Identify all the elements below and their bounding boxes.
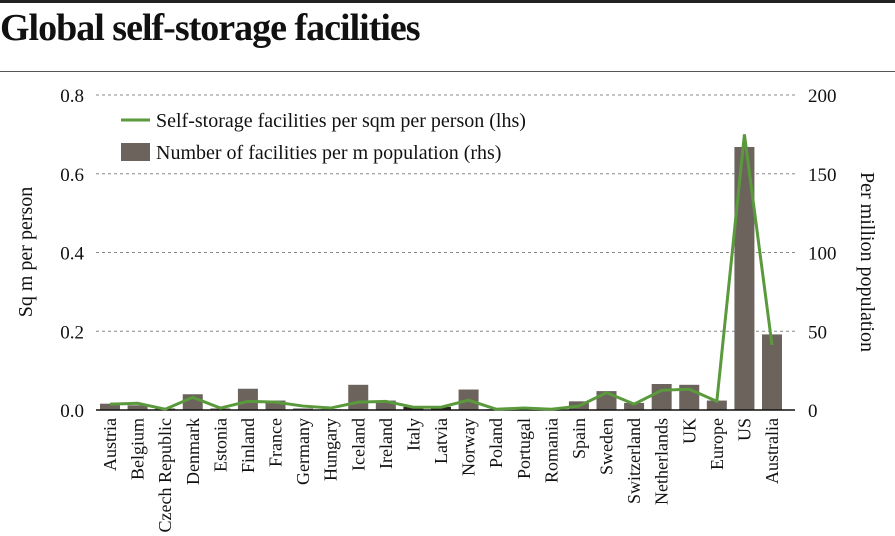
x-category-label: Latvia xyxy=(431,418,451,464)
y-left-tick-label: 0.4 xyxy=(60,244,84,265)
x-category-label: UK xyxy=(679,418,699,444)
y-right-tick-label: 0 xyxy=(808,401,818,422)
x-category-label: Poland xyxy=(486,418,506,468)
legend-line-label: Self-storage facilities per sqm per pers… xyxy=(156,110,526,132)
x-category-label: Belgium xyxy=(128,418,148,480)
x-category-label: Romania xyxy=(541,418,561,483)
x-category-label: Denmark xyxy=(183,418,203,485)
bar-austria xyxy=(100,403,120,410)
x-category-label: Australia xyxy=(762,418,782,484)
legend: Self-storage facilities per sqm per pers… xyxy=(121,110,526,164)
x-category-label: Europe xyxy=(707,418,727,470)
bar-netherlands xyxy=(651,384,672,410)
x-category-label: Sweden xyxy=(597,418,617,475)
bar-ireland xyxy=(375,400,396,410)
y-right-tick-label: 200 xyxy=(808,86,837,107)
x-category-label: Norway xyxy=(459,418,479,476)
x-category-label: Germany xyxy=(293,418,313,485)
y-right-tick-label: 50 xyxy=(808,322,827,343)
x-category-label: Portugal xyxy=(514,418,534,479)
x-category-label: US xyxy=(734,418,754,441)
bar-belgium xyxy=(127,405,148,410)
y-right-tick-label: 100 xyxy=(808,244,837,265)
y-left-tick-label: 0.2 xyxy=(60,322,84,343)
x-category-label: France xyxy=(266,418,286,467)
x-category-label: Austria xyxy=(100,418,120,471)
y-left-tick-label: 0.6 xyxy=(60,165,84,186)
x-category-label: Netherlands xyxy=(652,418,672,505)
bar-germany xyxy=(293,408,314,410)
y-left-tick-label: 0.0 xyxy=(60,401,84,422)
bar-australia xyxy=(762,334,782,410)
y-axis-left-label: Sq m per person xyxy=(15,187,37,318)
x-category-label: Iceland xyxy=(348,418,368,471)
legend-bar-label: Number of facilities per m population (r… xyxy=(156,142,501,164)
y-right-tick-label: 150 xyxy=(808,165,837,186)
x-category-label: Estonia xyxy=(210,418,230,472)
bar-iceland xyxy=(348,384,369,410)
x-category-label: Italy xyxy=(403,418,423,451)
bar-finland xyxy=(237,388,258,410)
bar-us xyxy=(734,146,755,410)
line-series xyxy=(109,134,774,411)
y-axis-right-label: Per million population xyxy=(856,172,878,352)
legend-bar-swatch xyxy=(121,143,150,161)
y-left-tick-label: 0.8 xyxy=(60,86,84,107)
x-category-label: Czech Republic xyxy=(155,418,175,532)
x-category-label: Spain xyxy=(569,418,589,459)
top-border xyxy=(0,0,895,3)
title-divider xyxy=(0,71,895,72)
x-category-label: Ireland xyxy=(376,418,396,469)
bar-switzerland xyxy=(624,402,645,410)
x-category-label: Hungary xyxy=(321,418,341,481)
x-category-label: Finland xyxy=(238,418,258,473)
bar-france xyxy=(265,400,286,410)
page-title: Global self-storage facilities xyxy=(0,7,421,49)
bar-europe xyxy=(706,400,727,410)
x-category-label: Switzerland xyxy=(624,418,644,504)
